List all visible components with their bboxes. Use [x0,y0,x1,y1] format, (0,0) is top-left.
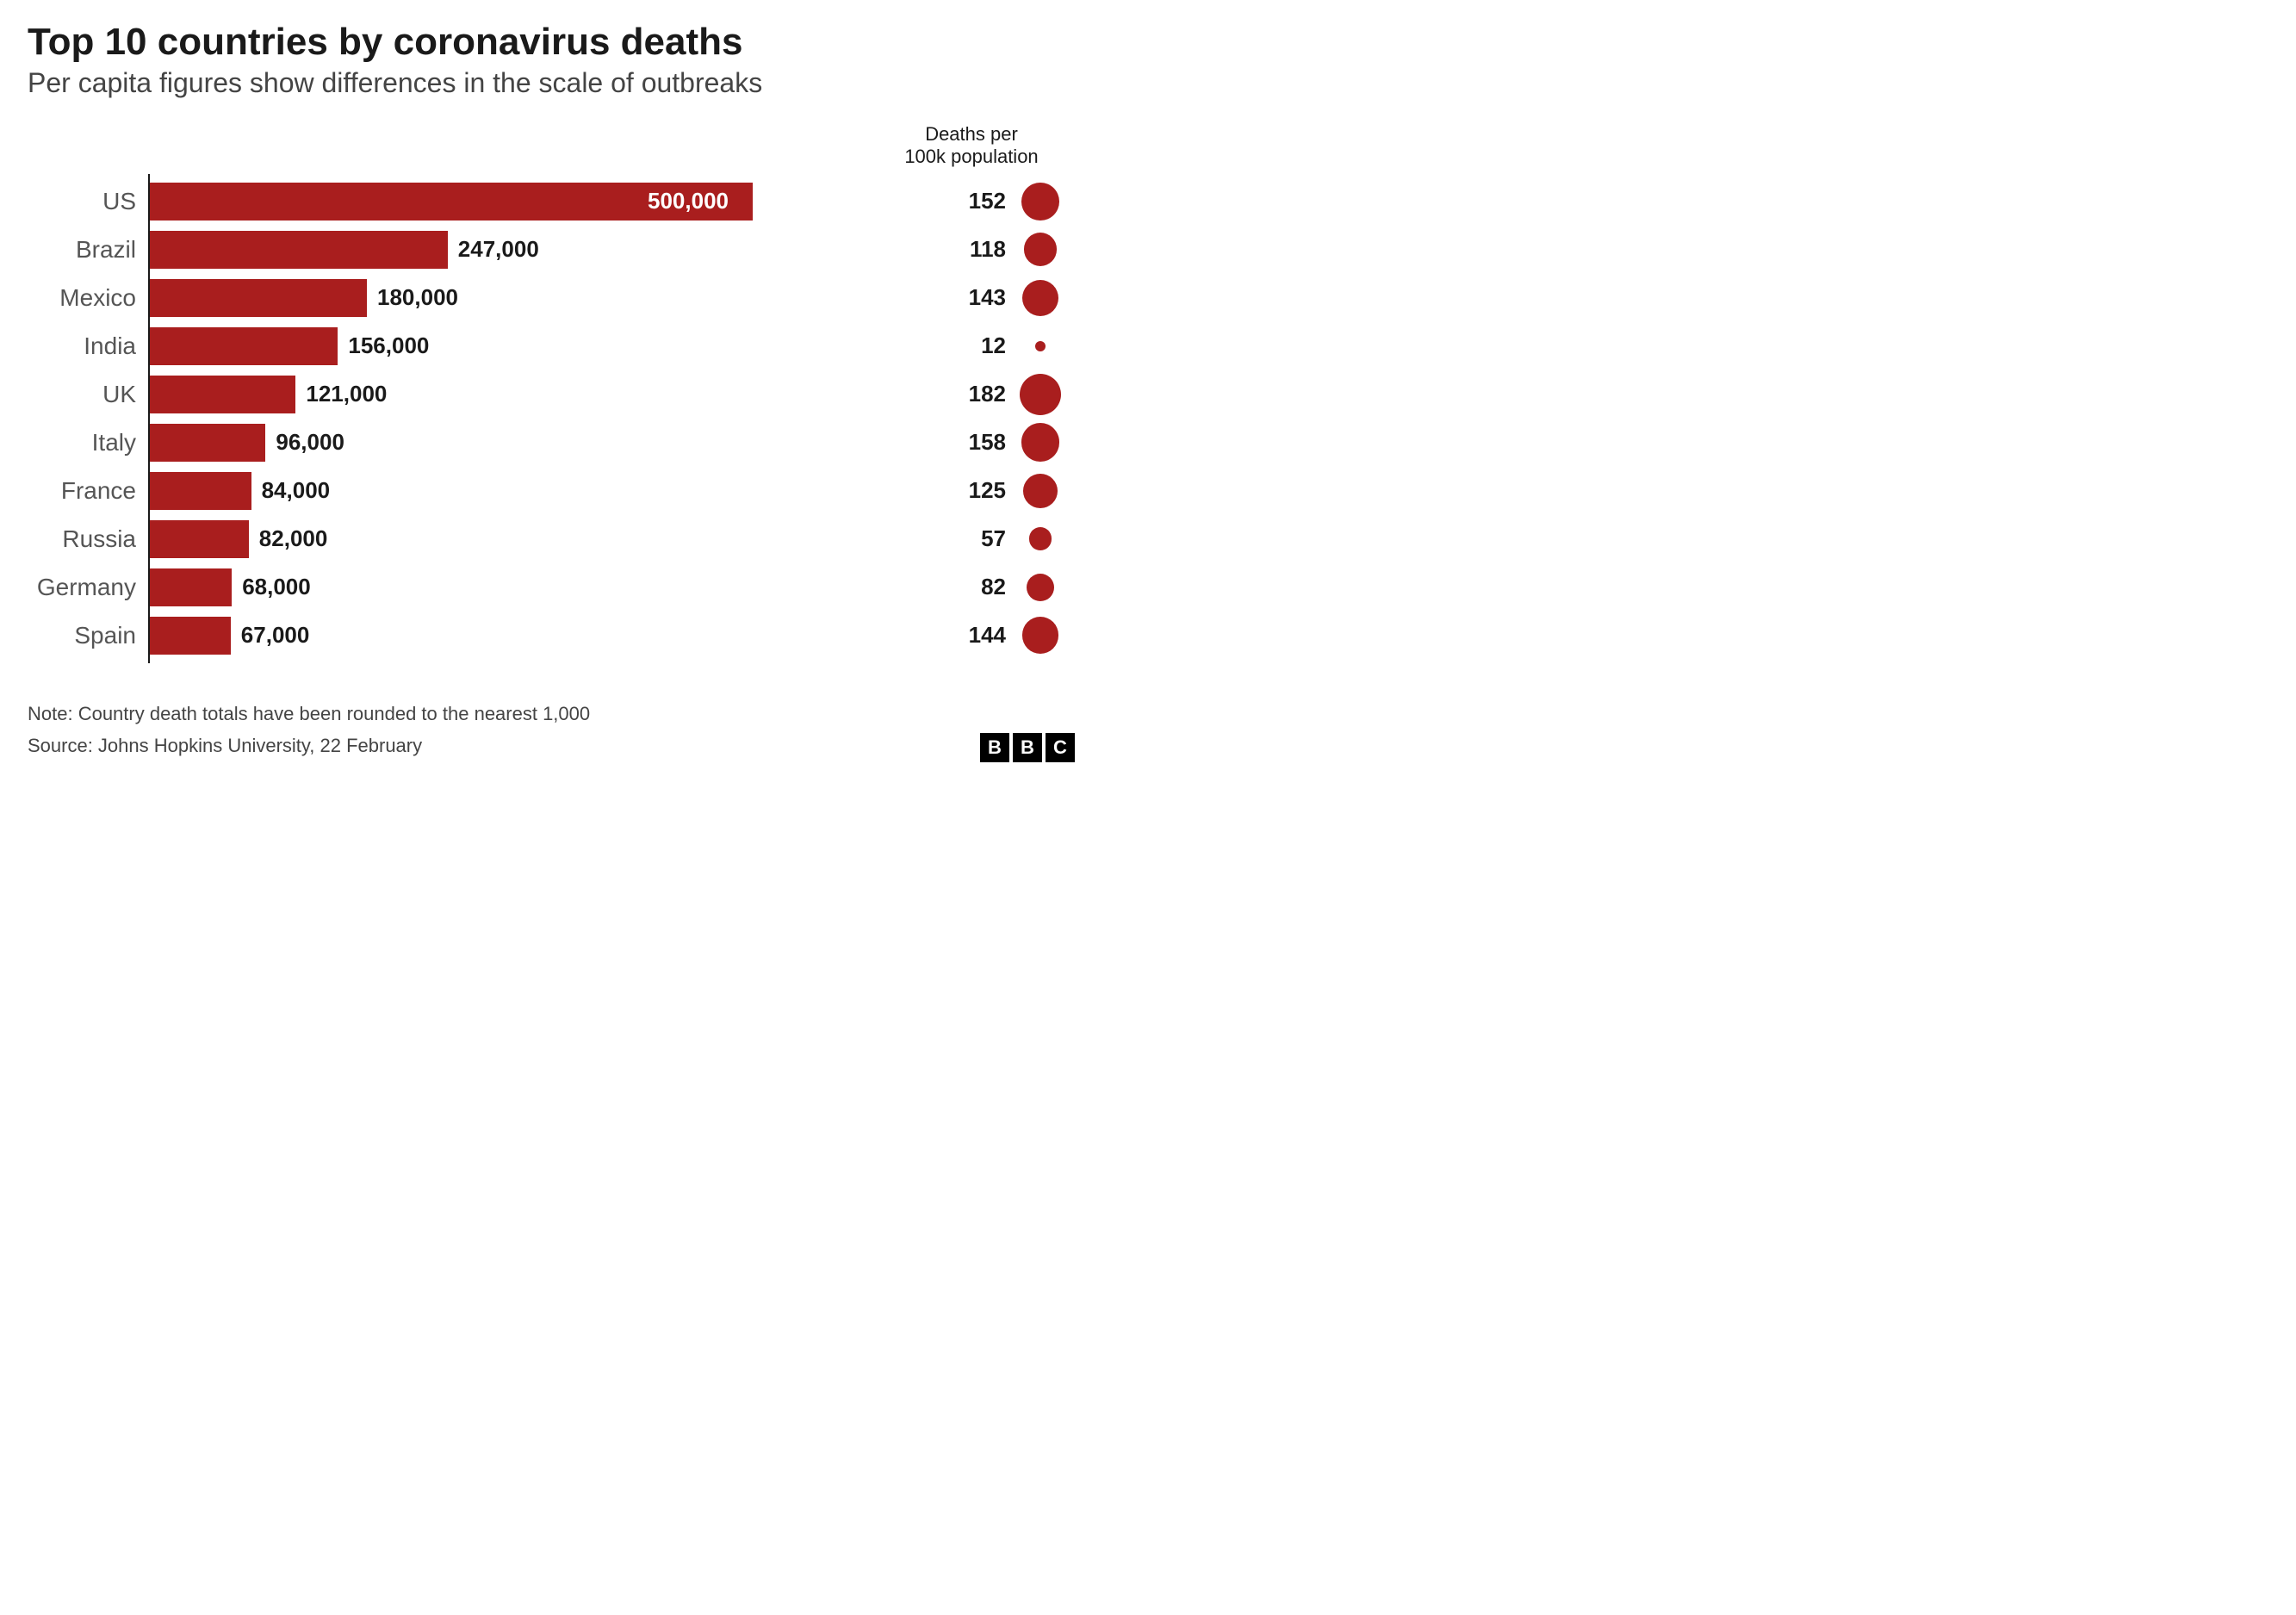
bbc-logo-letter: B [980,733,1009,762]
per-capita-value: 12 [981,332,1006,359]
chart-row: Spain67,000144 [150,612,1075,660]
per-capita-header-line2: 100k population [904,146,1038,167]
deaths-value: 67,000 [231,622,310,649]
chart-footer: Note: Country death totals have been rou… [28,698,1075,762]
per-capita-value: 182 [969,381,1006,407]
per-capita-value: 152 [969,188,1006,214]
per-capita-value: 82 [981,574,1006,600]
per-capita-dot [1023,474,1058,508]
deaths-value: 82,000 [249,525,328,552]
per-capita-dot [1020,374,1061,415]
per-capita-value: 125 [969,477,1006,504]
country-label: India [29,332,150,360]
per-capita-value: 57 [981,525,1006,552]
per-capita-dot [1022,617,1059,654]
country-label: UK [29,381,150,408]
deaths-bar [150,617,231,655]
deaths-bar [150,472,251,510]
country-label: US [29,188,150,215]
country-label: Spain [29,622,150,649]
deaths-value: 121,000 [295,381,387,407]
chart-note: Note: Country death totals have been rou… [28,698,590,730]
chart-rows: US500,000152Brazil247,000118Mexico180,00… [148,174,1075,663]
chart-subtitle: Per capita figures show differences in t… [28,67,1075,99]
deaths-value: 156,000 [338,332,429,359]
deaths-bar [150,279,367,317]
chart-row: US500,000152 [150,177,1075,226]
deaths-value: 84,000 [251,477,331,504]
deaths-value: 500,000 [648,188,741,214]
chart-row: France84,000125 [150,467,1075,515]
bbc-logo: BBC [980,733,1075,762]
deaths-bar [150,376,295,413]
per-capita-dot [1024,233,1058,266]
deaths-value: 68,000 [232,574,311,600]
per-capita-value: 143 [969,284,1006,311]
per-capita-dot [1021,183,1059,221]
per-capita-value: 118 [970,236,1006,263]
country-label: France [29,477,150,505]
per-capita-dot [1029,527,1052,550]
bbc-logo-letter: B [1013,733,1042,762]
per-capita-column-header: Deaths per 100k population [868,123,1075,169]
deaths-value: 247,000 [448,236,539,263]
deaths-bar [150,231,448,269]
bbc-logo-letter: C [1046,733,1075,762]
chart-source: Source: Johns Hopkins University, 22 Feb… [28,730,590,761]
chart-row: Italy96,000158 [150,419,1075,467]
country-label: Italy [29,429,150,457]
chart-row: Brazil247,000118 [150,226,1075,274]
per-capita-dot [1022,280,1059,317]
chart-row: UK121,000182 [150,370,1075,419]
country-label: Germany [29,574,150,601]
chart-row: Germany68,00082 [150,563,1075,612]
deaths-bar [150,568,232,606]
per-capita-value: 158 [969,429,1006,456]
per-capita-dot [1035,341,1046,351]
chart-area: Deaths per 100k population US 500,000 152 B… [28,123,1075,663]
country-label: Mexico [29,284,150,312]
chart-title: Top 10 countries by coronavirus deaths [28,21,1075,64]
deaths-bar [150,520,249,558]
deaths-bar [150,424,265,462]
per-capita-dot [1021,423,1060,462]
chart-row: Russia82,00057 [150,515,1075,563]
per-capita-dot [1027,574,1054,601]
country-label: Brazil [29,236,150,264]
chart-header-row: Deaths per 100k population [28,123,1075,174]
deaths-value: 96,000 [265,429,344,456]
deaths-bar [150,327,338,365]
deaths-value: 180,000 [367,284,458,311]
per-capita-header-line1: Deaths per [925,123,1018,145]
chart-row: India156,00012 [150,322,1075,370]
country-label: Russia [29,525,150,553]
chart-row: Mexico180,000143 [150,274,1075,322]
per-capita-value: 144 [969,622,1006,649]
